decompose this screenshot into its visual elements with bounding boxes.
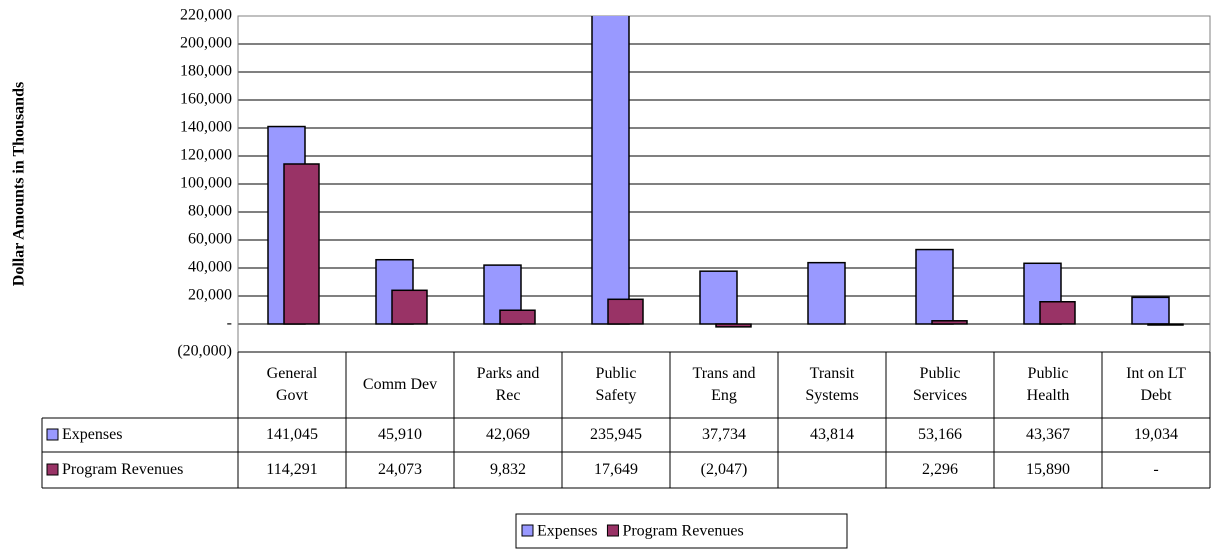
data-label: (2,047) <box>700 461 748 478</box>
data-label: 9,832 <box>490 461 526 478</box>
data-label: 19,034 <box>1134 426 1178 443</box>
legend-key <box>46 463 59 476</box>
bars <box>267 16 1184 328</box>
category-label: General Govt <box>266 365 318 404</box>
category-label: Comm Dev <box>362 376 438 393</box>
data-label: 45,910 <box>378 426 422 443</box>
bar <box>931 320 968 325</box>
y-tick-label: 40,000 <box>188 259 232 276</box>
bar <box>1147 323 1184 326</box>
category-label: Public Services <box>912 365 968 404</box>
y-tick-label: 160,000 <box>180 91 232 108</box>
bar <box>283 163 320 325</box>
y-tick-label: 20,000 <box>188 287 232 304</box>
bar <box>591 16 630 325</box>
y-tick-label: 140,000 <box>180 119 232 136</box>
y-tick-label: 100,000 <box>180 175 232 192</box>
data-label: 114,291 <box>266 461 318 478</box>
y-tick-label: 220,000 <box>180 7 232 24</box>
data-label: 53,166 <box>918 426 962 443</box>
y-tick-label: 80,000 <box>188 203 232 220</box>
data-label: 15,890 <box>1026 461 1070 478</box>
category-label: Transit Systems <box>805 365 859 404</box>
category-label: Public Health <box>1026 365 1070 404</box>
legend-key <box>521 524 534 537</box>
category-label: Trans and Eng <box>692 365 756 404</box>
data-label: 235,945 <box>590 426 642 443</box>
bar <box>1039 301 1076 325</box>
bar <box>699 270 738 325</box>
category-label: Int on LT Debt <box>1126 365 1186 404</box>
bar <box>915 248 954 325</box>
y-tick-label: 120,000 <box>180 147 232 164</box>
data-label: 24,073 <box>378 461 422 478</box>
bar <box>1131 296 1170 325</box>
bar <box>607 298 644 325</box>
y-tick-label: (20,000) <box>177 343 232 360</box>
legend-label: Program Revenues <box>622 523 743 540</box>
bar <box>807 261 846 325</box>
data-label: 42,069 <box>486 426 530 443</box>
bar <box>715 323 752 328</box>
legend-key <box>46 428 59 441</box>
y-axis-label: Dollar Amounts in Thousands <box>11 82 28 286</box>
y-tick-label: - <box>227 315 232 332</box>
y-tick-label: 60,000 <box>188 231 232 248</box>
data-label: 43,814 <box>810 426 854 443</box>
y-tick-label: 180,000 <box>180 63 232 80</box>
y-tick-label: 200,000 <box>180 35 232 52</box>
data-label: 2,296 <box>922 461 958 478</box>
data-label: 141,045 <box>266 426 318 443</box>
data-label: - <box>1153 461 1159 478</box>
data-label: 37,734 <box>702 426 746 443</box>
row-label: Expenses <box>62 426 123 443</box>
legend-key <box>606 524 619 537</box>
data-label: 43,367 <box>1026 426 1070 443</box>
data-label: 17,649 <box>594 461 638 478</box>
bar <box>391 289 428 325</box>
category-label: Parks and Rec <box>476 365 540 404</box>
legend-label: Expenses <box>537 523 597 540</box>
category-label: Public Safety <box>595 365 637 404</box>
bar <box>499 309 536 325</box>
legend-box <box>515 513 848 549</box>
row-label: Program Revenues <box>62 461 184 478</box>
